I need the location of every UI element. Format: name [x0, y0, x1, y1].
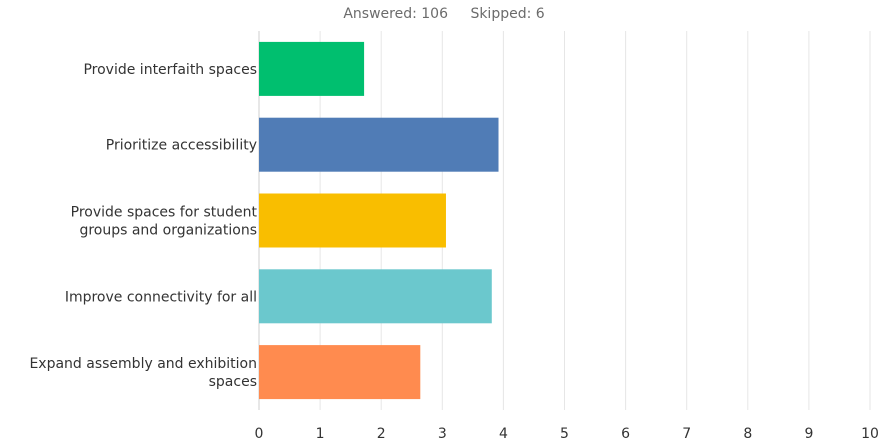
category-label: Expand assembly and exhibition spaces: [29, 356, 257, 390]
x-tick-label: 0: [255, 426, 264, 442]
x-tick-label: 9: [804, 426, 813, 442]
x-tick-label: 5: [560, 426, 569, 442]
skipped-count: Skipped: 6: [470, 6, 545, 22]
x-axis-ticks: 0 1 2 3 4 5 6 7 8 9 10: [255, 426, 879, 442]
category-labels: Provide interfaith spaces Prioritize acce…: [29, 62, 257, 390]
response-summary: Answered: 106 Skipped: 6: [0, 6, 888, 22]
category-label: Provide interfaith spaces: [83, 62, 257, 78]
bar[interactable]: [259, 117, 499, 172]
category-label: Improve connectivity for all: [65, 289, 257, 305]
category-label: Provide spaces for student groups and org…: [71, 205, 258, 239]
x-tick-label: 4: [499, 426, 508, 442]
category-label: Prioritize accessibility: [106, 138, 257, 154]
answered-count: Answered: 106: [343, 6, 448, 22]
x-tick-label: 2: [377, 426, 386, 442]
x-tick-label: 7: [682, 426, 691, 442]
x-tick-label: 8: [743, 426, 752, 442]
x-tick-label: 6: [621, 426, 630, 442]
bars: [259, 41, 499, 400]
bar[interactable]: [259, 193, 446, 248]
bar[interactable]: [259, 269, 492, 324]
x-tick-label: 3: [438, 426, 447, 442]
x-tick-label: 1: [316, 426, 325, 442]
bar[interactable]: [259, 41, 365, 96]
x-tick-label: 10: [861, 426, 879, 442]
bar[interactable]: [259, 345, 421, 400]
